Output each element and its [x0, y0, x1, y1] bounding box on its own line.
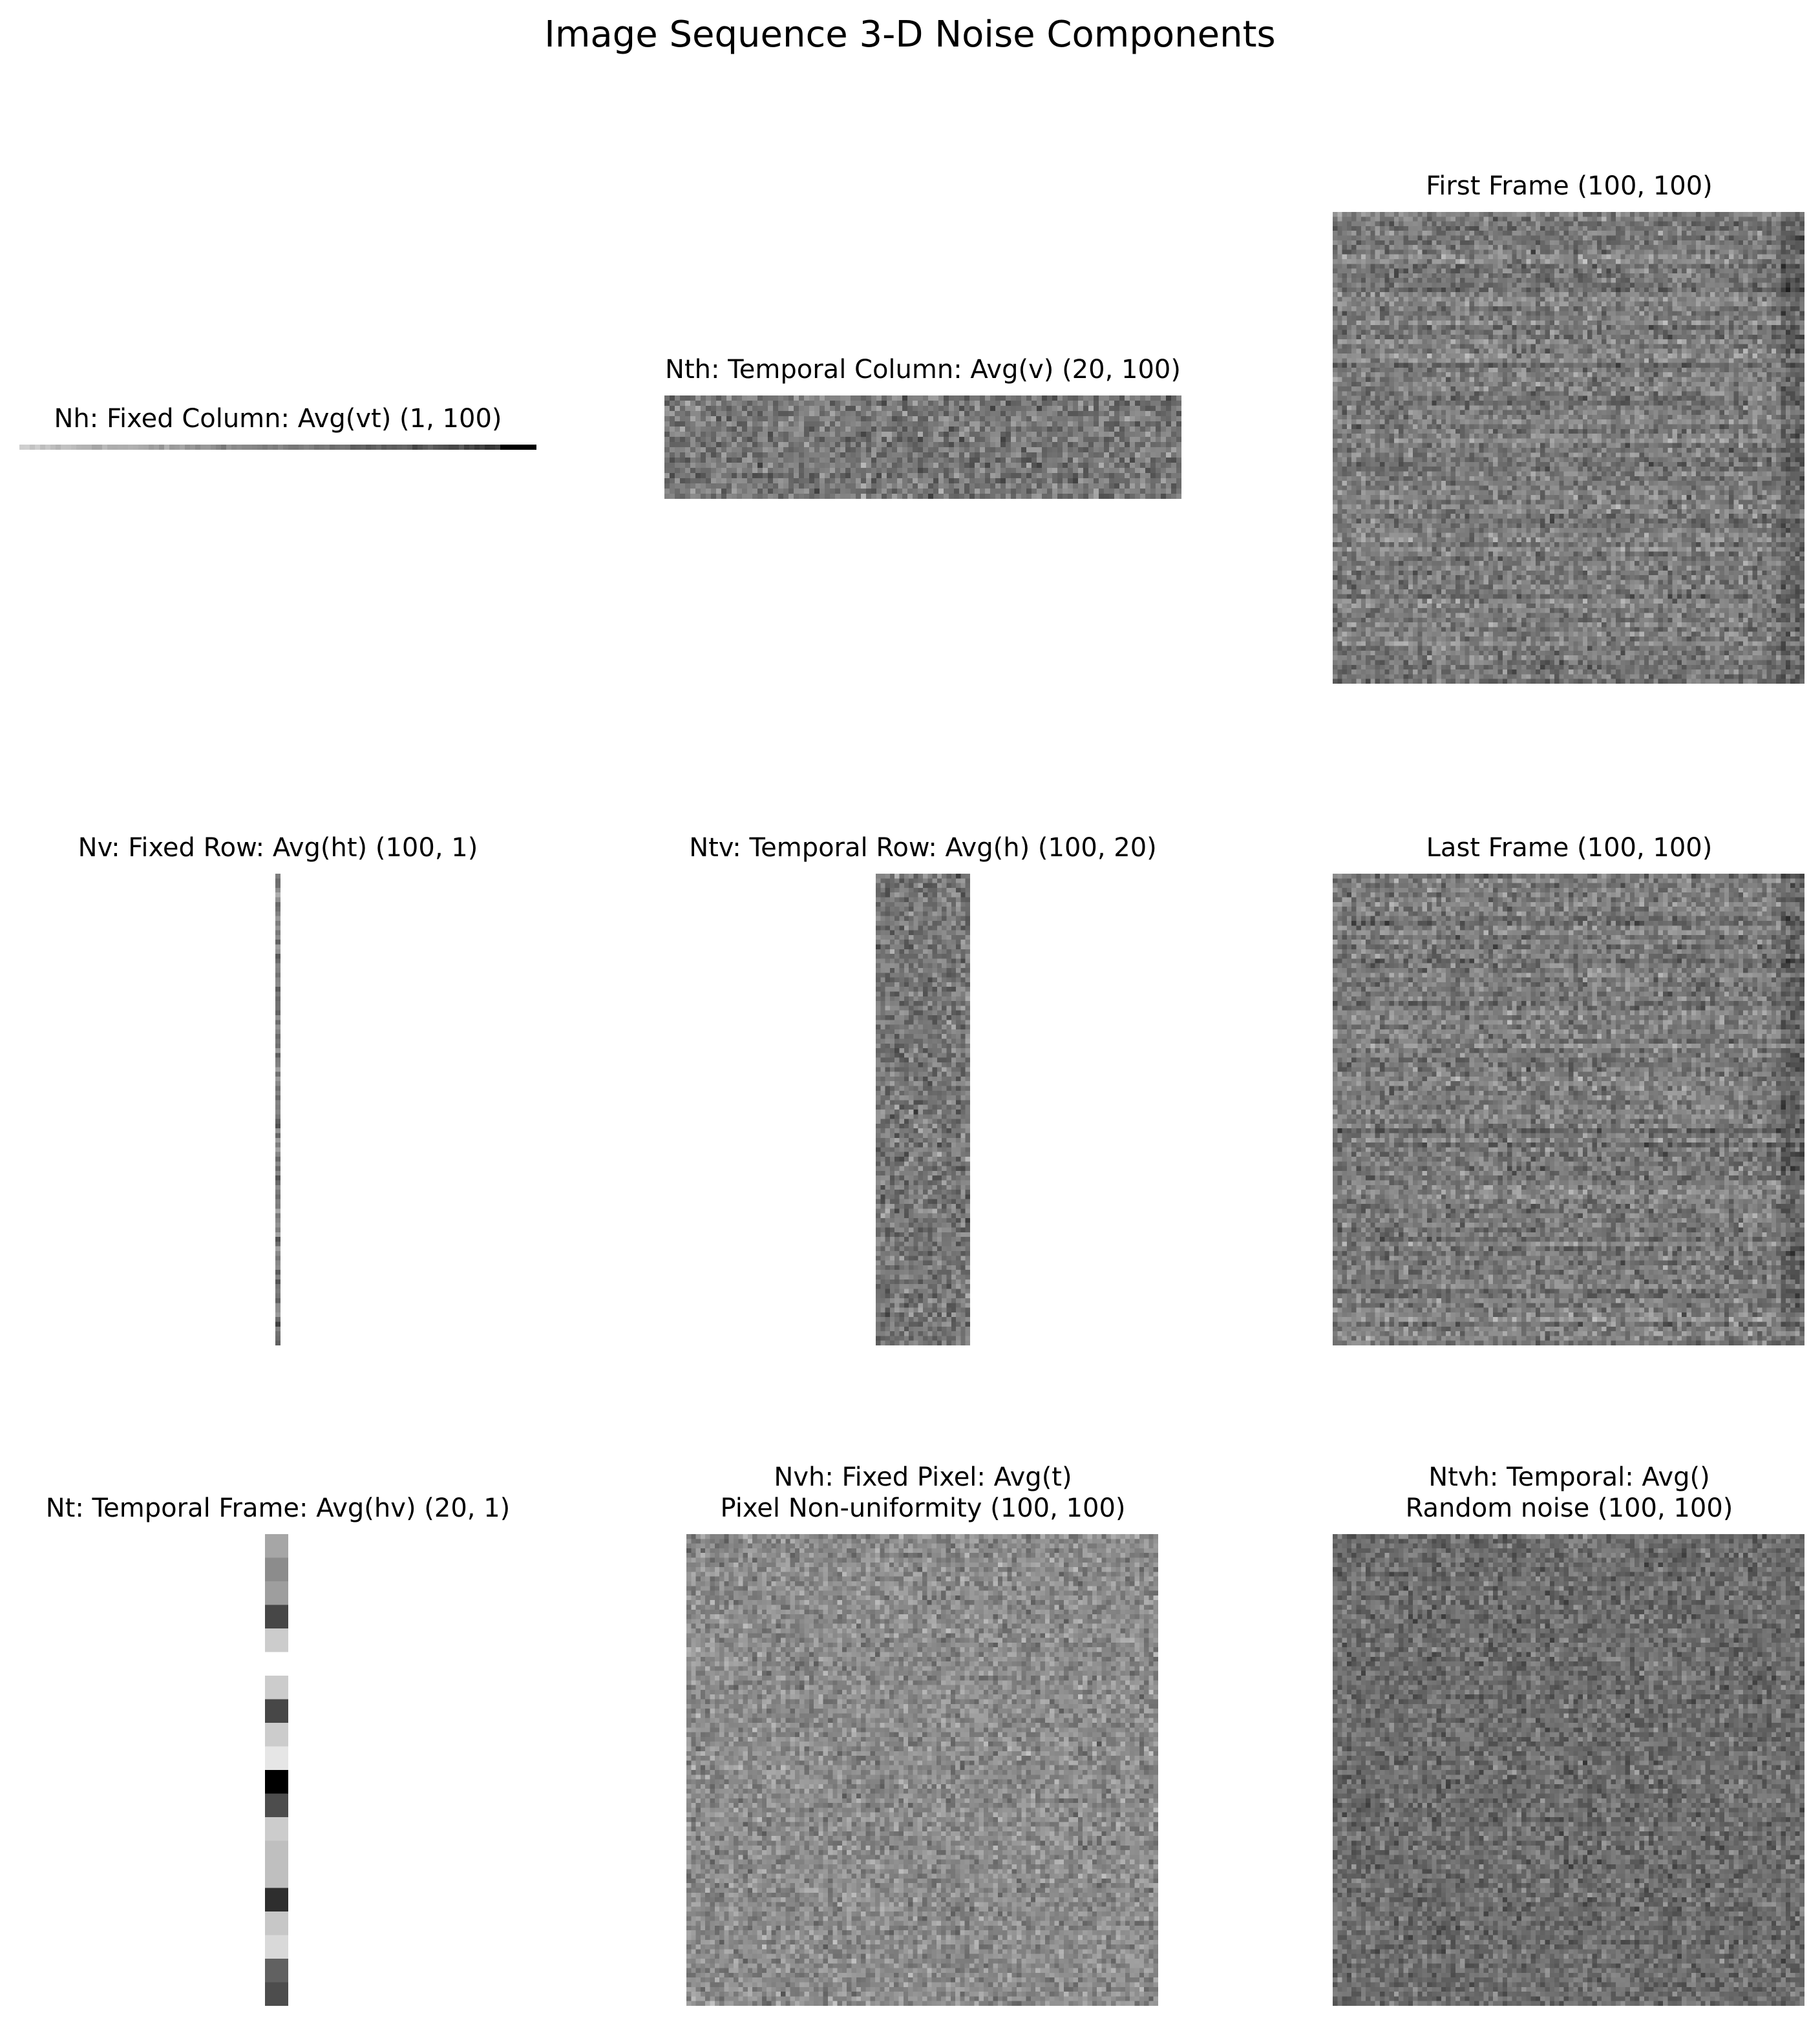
- panel-title-ntvh-line-1: Ntvh: Temporal: Avg(): [1428, 1462, 1710, 1492]
- panel-title-nv-line-1: Nv: Fixed Row: Avg(ht) (100, 1): [78, 833, 478, 863]
- panel-title-last-frame-line-1: Last Frame (100, 100): [1426, 833, 1713, 863]
- panel-title-first-frame-line-1: First Frame (100, 100): [1426, 171, 1713, 201]
- panel-title-nt-line-1: Nt: Temporal Frame: Avg(hv) (20, 1): [45, 1493, 511, 1523]
- figure-title: Image Sequence 3-D Noise Components: [544, 14, 1276, 56]
- panel-title-nvh-line-1: Nvh: Fixed Pixel: Avg(t): [774, 1462, 1072, 1492]
- panel-title-nvh: Nvh: Fixed Pixel: Avg(t) Pixel Non-unifo…: [632, 1462, 1214, 1524]
- panel-title-nh-line-1: Nh: Fixed Column: Avg(vt) (1, 100): [54, 404, 502, 434]
- panel-title-last-frame: Last Frame (100, 100): [1278, 832, 1820, 863]
- panel-title-ntvh-line-2: Random noise (100, 100): [1405, 1493, 1733, 1523]
- heatmap-nh: [19, 445, 536, 450]
- heatmap-ntv: [876, 874, 970, 1345]
- heatmap-nt: [265, 1534, 288, 2006]
- panel-title-nh: Nh: Fixed Column: Avg(vt) (1, 100): [0, 403, 569, 434]
- panel-title-first-frame: First Frame (100, 100): [1278, 171, 1820, 202]
- heatmap-nth: [664, 395, 1181, 499]
- panel-title-ntvh: Ntvh: Temporal: Avg() Random noise (100,…: [1278, 1462, 1820, 1524]
- heatmap-nv: [275, 874, 280, 1345]
- panel-title-ntv-line-1: Ntv: Temporal Row: Avg(h) (100, 20): [689, 833, 1157, 863]
- heatmap-nvh: [686, 1534, 1158, 2006]
- panel-title-nt: Nt: Temporal Frame: Avg(hv) (20, 1): [0, 1493, 569, 1524]
- panel-title-nth: Nth: Temporal Column: Avg(v) (20, 100): [632, 354, 1214, 385]
- heatmap-ntvh: [1333, 1534, 1804, 2006]
- panel-title-ntv: Ntv: Temporal Row: Avg(h) (100, 20): [632, 832, 1214, 863]
- panel-title-nv: Nv: Fixed Row: Avg(ht) (100, 1): [0, 832, 569, 863]
- panel-title-nvh-line-2: Pixel Non-uniformity (100, 100): [720, 1493, 1126, 1523]
- heatmap-last-frame: [1333, 874, 1804, 1345]
- heatmap-first-frame: [1333, 212, 1804, 684]
- panel-title-nth-line-1: Nth: Temporal Column: Avg(v) (20, 100): [665, 355, 1181, 384]
